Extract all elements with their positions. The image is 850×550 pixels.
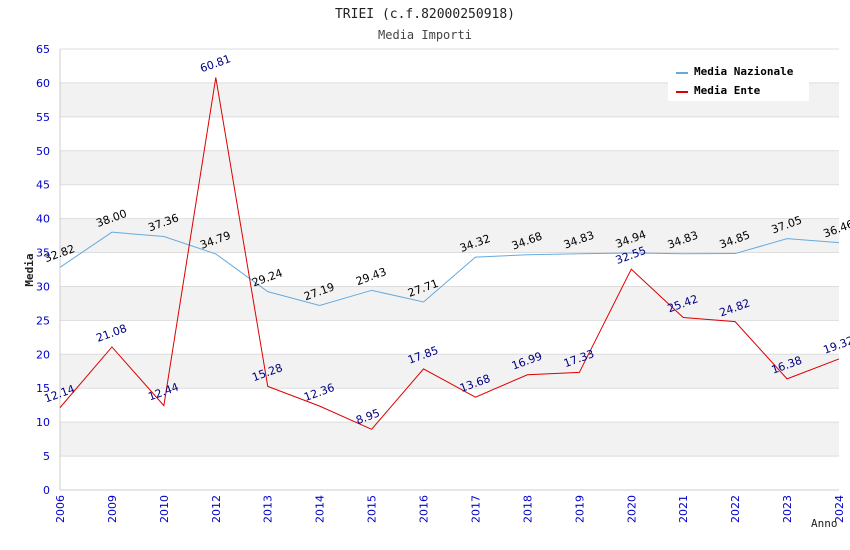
series-line-nazionale: [59, 231, 840, 307]
plot-band: [60, 286, 839, 321]
chart-title: TRIEI (c.f.82000250918): [335, 7, 515, 22]
x-tick-label: 2018: [521, 495, 534, 523]
x-tick-label: 2016: [418, 495, 431, 523]
y-tick-label: 10: [36, 416, 50, 429]
plot-bands: [60, 49, 839, 490]
plot-band: [60, 456, 839, 490]
y-tick-label: 25: [36, 314, 50, 327]
x-tick-label: 2023: [781, 495, 794, 523]
y-tick-label: 20: [36, 348, 50, 361]
plot-band: [60, 422, 839, 457]
y-tick-label: 15: [36, 382, 50, 395]
plot-band: [60, 184, 839, 219]
y-tick-label: 40: [36, 213, 50, 226]
x-tick-label: 2020: [625, 495, 638, 523]
y-tick-label: 60: [36, 77, 50, 90]
plot-band: [60, 218, 839, 253]
y-tick-labels: 0 5 10 15 20 25 30 35 40 45 50 55 60 65: [36, 43, 50, 497]
axes: [59, 49, 839, 491]
y-tick-label: 65: [36, 43, 50, 56]
x-tick-label: 2006: [54, 495, 67, 523]
x-tick-label: 2010: [158, 495, 171, 523]
x-tick-label: 2013: [262, 495, 275, 523]
y-tick-label: 55: [36, 111, 50, 124]
legend-box: [668, 60, 809, 101]
x-tick-label: 2009: [106, 495, 119, 523]
plot-band: [60, 252, 839, 287]
plot-band: [60, 320, 839, 355]
x-tick-label: 2015: [366, 495, 379, 523]
y-tick-label: 30: [36, 280, 50, 293]
plot-band: [60, 116, 839, 151]
x-axis-label: Anno: [811, 517, 838, 530]
x-tick-label: 2021: [677, 495, 690, 523]
x-tick-label: 2019: [573, 495, 586, 523]
x-tick-labels: 2006 2009 2010 2012 2013 2014 2015 2016 2017 2018…: [54, 495, 846, 523]
y-tick-label: 45: [36, 179, 50, 192]
x-tick-label: 2017: [469, 495, 482, 523]
y-tick-label: 50: [36, 145, 50, 158]
y-tick-label: 0: [43, 484, 50, 497]
plot-band: [60, 388, 839, 423]
x-tick-label: 2024: [833, 495, 846, 523]
x-tick-label: 2012: [210, 495, 223, 523]
legend: Media Nazionale Media Ente: [668, 60, 809, 101]
plot-band: [60, 150, 839, 185]
y-tick-label: 35: [36, 247, 50, 260]
x-tick-label: 2014: [314, 495, 327, 523]
legend-label-nazionale: Media Nazionale: [694, 65, 794, 78]
series-lines: [59, 77, 840, 430]
x-tick-label: 2022: [729, 495, 742, 523]
legend-label-ente: Media Ente: [694, 84, 761, 97]
chart-subtitle: Media Importi: [378, 28, 472, 42]
y-axis-label: Media: [23, 253, 36, 286]
y-tick-label: 5: [43, 450, 50, 463]
series-line-ente: [59, 77, 840, 430]
